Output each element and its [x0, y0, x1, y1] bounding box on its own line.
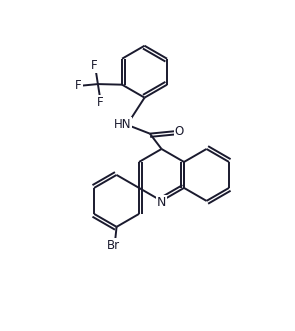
Text: F: F — [91, 59, 98, 72]
Text: O: O — [175, 125, 184, 138]
Text: F: F — [75, 79, 82, 92]
Text: F: F — [97, 96, 104, 109]
Text: HN: HN — [114, 118, 131, 131]
Text: N: N — [157, 196, 166, 209]
Text: Br: Br — [107, 239, 120, 252]
